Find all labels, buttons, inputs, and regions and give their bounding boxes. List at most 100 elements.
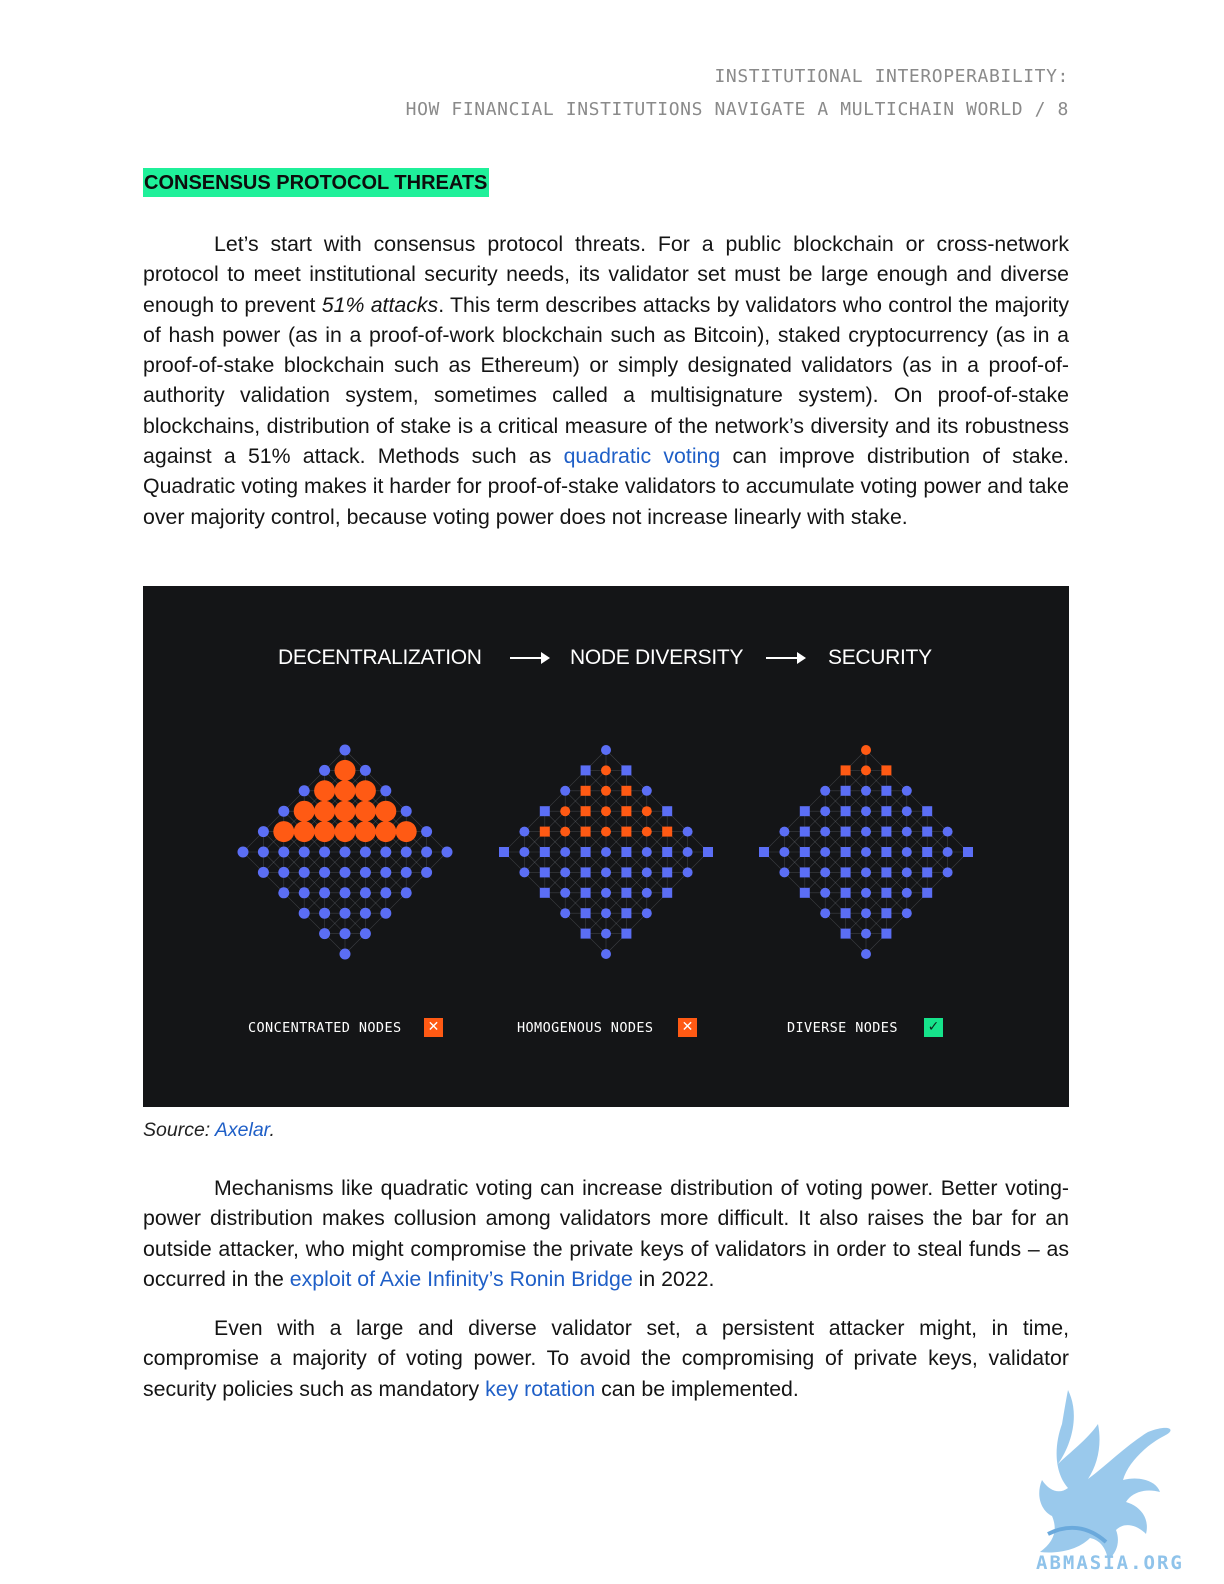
blue-node [400,805,412,817]
panel-label-concentrated: CONCENTRATED NODES [248,1020,402,1036]
running-header: INSTITUTIONAL INTEROPERABILITY: HOW FINA… [406,60,1069,126]
blue-node [298,887,310,899]
network-concentrated [237,744,453,960]
blue-node [922,867,933,878]
orange-node [621,785,632,796]
blue-node [380,887,392,899]
blue-node [380,846,392,858]
blue-node [779,867,790,878]
blue-node [257,866,269,878]
blue-node [799,847,810,857]
cross-icon: ✕ [424,1018,443,1037]
blue-node [840,928,851,939]
blue-node [339,907,351,919]
blue-node [840,847,851,857]
network-homogenous [499,745,713,959]
blue-node [799,887,810,898]
flow-label-security: SECURITY [828,646,932,669]
blue-node [861,887,871,898]
blue-node [539,847,550,857]
blue-node [840,908,851,919]
blue-node [861,928,871,939]
blue-node [319,907,331,919]
blue-node [881,785,892,796]
blue-node [319,866,331,878]
blue-node [799,806,810,817]
orange-node [354,800,376,822]
griffin-logo-icon [1039,1390,1171,1560]
blue-node [820,887,831,898]
blue-node [820,785,831,796]
blue-node [278,866,290,878]
blue-node [298,866,310,878]
watermark-text: ABMASIA.ORG [1036,1552,1184,1574]
blue-node [621,867,632,878]
paragraph-text: Even with a large and diverse validator … [143,1316,1069,1401]
orange-node [601,826,611,837]
blue-node [319,846,331,858]
orange-node [840,765,851,776]
blue-node [400,846,412,858]
orange-node [314,780,336,802]
orange-node [375,800,397,822]
blue-node [421,826,433,838]
blue-node [359,846,371,858]
blue-node [861,867,871,878]
blue-node [662,806,673,817]
orange-node [662,826,673,837]
blue-node [380,785,392,797]
network-diverse [759,745,973,959]
blue-node [421,846,433,858]
paragraph-quadratic-voting: Mechanisms like quadratic voting can inc… [143,1173,1069,1294]
blue-node [359,928,371,940]
orange-node [560,826,571,837]
source-suffix: . [269,1119,275,1141]
quadratic-voting-link[interactable]: quadratic voting [563,444,721,469]
blue-node [298,907,310,919]
orange-node [641,826,652,837]
section-heading: CONSENSUS PROTOCOL THREATS [143,168,490,197]
blue-node [580,908,591,919]
blue-node [560,908,571,919]
blue-node [519,826,530,837]
ronin-bridge-link[interactable]: exploit of Axie Infinity’s Ronin Bridge [289,1266,633,1291]
blue-node [319,764,331,776]
blue-node [820,908,831,919]
orange-node [293,800,315,822]
orange-node [601,806,611,817]
blue-node [359,764,371,776]
paragraph-text: can be implemented. [595,1376,799,1401]
blue-node [861,806,871,817]
orange-node [641,806,652,817]
key-rotation-link[interactable]: key rotation [485,1376,596,1401]
blue-node [682,847,693,857]
figure-source: Source: Axelar. [143,1116,275,1144]
check-icon: ✓ [924,1018,943,1037]
paragraph-text: . This term describes attacks by validat… [143,292,1069,469]
blue-node [621,847,632,857]
blue-node [621,928,632,939]
blue-node [901,847,912,857]
blue-node [339,744,351,756]
blue-node [901,867,912,878]
blue-node [922,887,933,898]
blue-node [380,907,392,919]
emphasis-text: 51% attacks [321,292,439,317]
axelar-link[interactable]: Axelar [214,1119,270,1141]
orange-node [560,806,571,817]
blue-node [319,928,331,940]
blue-node [601,928,611,939]
blue-node [682,867,693,878]
orange-node [601,765,611,776]
panel-label-diverse: DIVERSE NODES [787,1020,898,1036]
blue-node [237,846,249,858]
blue-node [759,847,769,857]
blue-node [861,785,871,796]
blue-node [641,785,652,796]
orange-node [334,821,356,843]
blue-node [840,867,851,878]
blue-node [861,826,871,837]
blue-node [621,908,632,919]
orange-node [314,821,336,843]
blue-node [519,867,530,878]
